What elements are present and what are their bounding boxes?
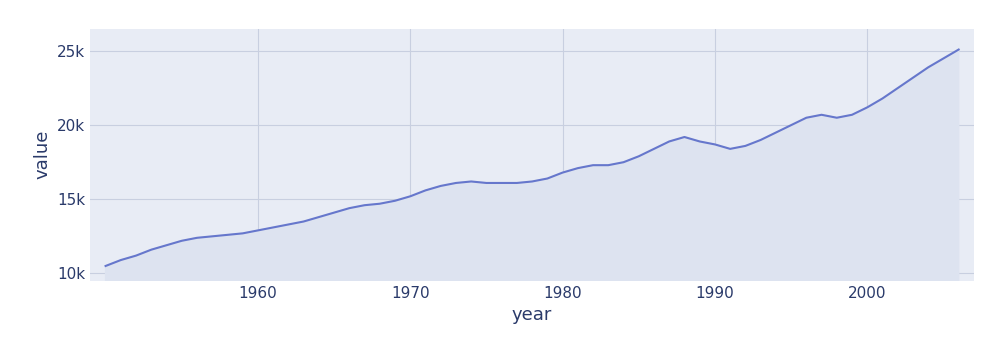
- X-axis label: year: year: [512, 306, 552, 324]
- Y-axis label: value: value: [34, 130, 52, 180]
